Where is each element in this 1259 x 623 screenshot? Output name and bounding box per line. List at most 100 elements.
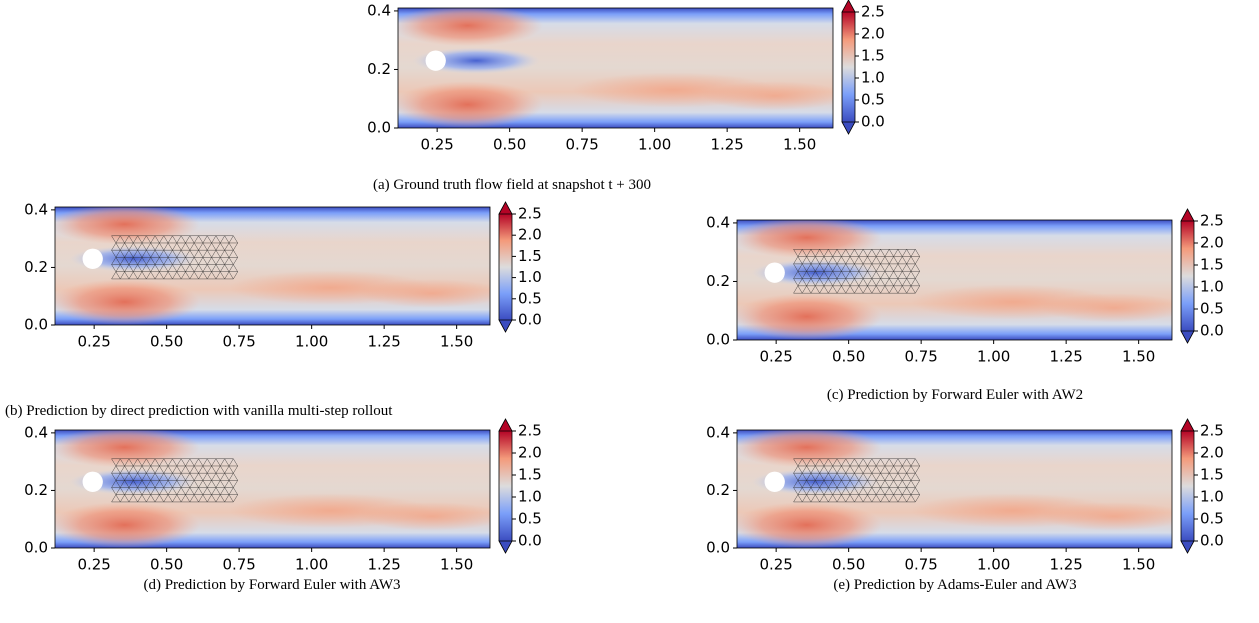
- x-tick-label: 0.50: [832, 556, 865, 574]
- colorbar-frame: [498, 214, 513, 320]
- colorbar-tick-label: 2.5: [861, 3, 885, 21]
- x-tick-label: 1.50: [440, 556, 473, 574]
- caption: (a) Ground truth flow field at snapshot …: [373, 177, 651, 193]
- colorbar-tick-label: 1.5: [861, 47, 885, 65]
- x-tick-label: 0.25: [759, 348, 792, 366]
- x-tick-label: 1.50: [783, 136, 816, 154]
- x-tick-label: 1.25: [710, 136, 743, 154]
- y-tick-label: 0.0: [24, 316, 48, 334]
- axes-frame: [54, 206, 491, 326]
- high-velocity: [55, 207, 200, 245]
- colorbar-tick-label: 0.5: [861, 91, 885, 109]
- colorbar-frame: [841, 12, 856, 122]
- high-velocity: [359, 501, 490, 531]
- high-velocity: [1041, 293, 1172, 323]
- x-tick-label: 0.25: [77, 333, 110, 351]
- mesh: [111, 235, 238, 280]
- x-tick-label: 0.25: [759, 556, 792, 574]
- colorbar: [1181, 221, 1194, 331]
- colorbar-tick-label: 2.0: [1200, 234, 1224, 252]
- y-tick-label: 0.0: [367, 119, 391, 137]
- x-tick-label: 0.50: [832, 348, 865, 366]
- colorbar-tick-label: 1.0: [1200, 278, 1224, 296]
- colorbar-tick-label: 0.0: [861, 113, 885, 131]
- high-velocity: [702, 81, 833, 111]
- cylinder: [764, 262, 785, 283]
- x-tick-label: 0.50: [493, 136, 526, 154]
- colorbar-tick-label: 2.0: [518, 226, 542, 244]
- x-tick-label: 0.50: [150, 333, 183, 351]
- colorbar: [499, 214, 512, 320]
- flow-field: [737, 430, 1172, 548]
- y-tick-label: 0.4: [24, 200, 48, 218]
- mesh: [793, 249, 920, 294]
- x-tick-label: 0.75: [222, 556, 255, 574]
- x-tick-label: 1.00: [638, 136, 671, 154]
- x-tick-label: 1.25: [367, 556, 400, 574]
- x-tick-label: 1.00: [295, 333, 328, 351]
- x-tick-label: 1.50: [1122, 348, 1155, 366]
- colorbar-extend: [841, 0, 856, 13]
- axes-frame: [54, 429, 491, 549]
- colorbar-tick-label: 1.5: [1200, 466, 1224, 484]
- high-velocity: [737, 501, 882, 548]
- high-velocity: [737, 220, 882, 259]
- x-tick-label: 1.50: [1122, 556, 1155, 574]
- high-velocity: [737, 293, 882, 340]
- axes-frame: [397, 7, 834, 129]
- colorbar-tick-label: 2.5: [518, 422, 542, 440]
- colorbar-extend: [498, 201, 513, 215]
- colorbar-extend: [1180, 330, 1195, 344]
- colorbar-tick-label: 1.0: [518, 268, 542, 286]
- colorbar-frame: [1180, 431, 1195, 541]
- cylinder: [425, 50, 446, 71]
- colorbar-extend: [841, 121, 856, 135]
- y-tick-label: 0.4: [706, 423, 730, 441]
- y-tick-label: 0.4: [706, 213, 730, 231]
- colorbar-tick-label: 1.0: [518, 488, 542, 506]
- colorbar-tick-label: 1.0: [1200, 488, 1224, 506]
- x-tick-label: 1.25: [1049, 348, 1082, 366]
- x-tick-label: 1.25: [1049, 556, 1082, 574]
- high-velocity: [398, 8, 543, 47]
- high-velocity: [1041, 501, 1172, 531]
- colorbar-frame: [498, 431, 513, 541]
- colorbar-tick-label: 1.5: [1200, 256, 1224, 274]
- flow-field: [398, 8, 833, 128]
- x-tick-label: 0.50: [150, 556, 183, 574]
- colorbar: [842, 12, 855, 122]
- colorbar-tick-label: 2.5: [518, 205, 542, 223]
- y-tick-label: 0.4: [24, 423, 48, 441]
- axes-frame: [736, 429, 1173, 549]
- colorbar-tick-label: 2.0: [1200, 444, 1224, 462]
- x-tick-label: 0.75: [565, 136, 598, 154]
- x-tick-label: 0.75: [904, 348, 937, 366]
- x-tick-label: 0.25: [420, 136, 453, 154]
- colorbar-extend: [1180, 540, 1195, 554]
- mesh: [793, 458, 920, 503]
- x-tick-label: 0.25: [77, 556, 110, 574]
- colorbar-extend: [498, 540, 513, 554]
- x-tick-label: 1.00: [977, 556, 1010, 574]
- colorbar: [1181, 431, 1194, 541]
- flow-field: [737, 220, 1172, 340]
- colorbar-tick-label: 0.0: [1200, 532, 1224, 550]
- colorbar-tick-label: 0.5: [518, 289, 542, 307]
- colorbar-tick-label: 0.5: [518, 510, 542, 528]
- colorbar-tick-label: 0.0: [518, 532, 542, 550]
- colorbar-tick-label: 1.5: [518, 247, 542, 265]
- flow-field: [55, 207, 490, 325]
- x-tick-label: 1.00: [295, 556, 328, 574]
- wake: [412, 47, 541, 74]
- caption: (b) Prediction by direct prediction with…: [5, 403, 393, 419]
- high-velocity: [359, 278, 490, 308]
- y-tick-label: 0.2: [367, 60, 391, 78]
- cylinder: [82, 248, 103, 269]
- high-velocity: [398, 81, 543, 128]
- mesh: [111, 458, 238, 503]
- y-tick-label: 0.0: [706, 539, 730, 557]
- colorbar: [499, 431, 512, 541]
- high-velocity: [55, 430, 200, 468]
